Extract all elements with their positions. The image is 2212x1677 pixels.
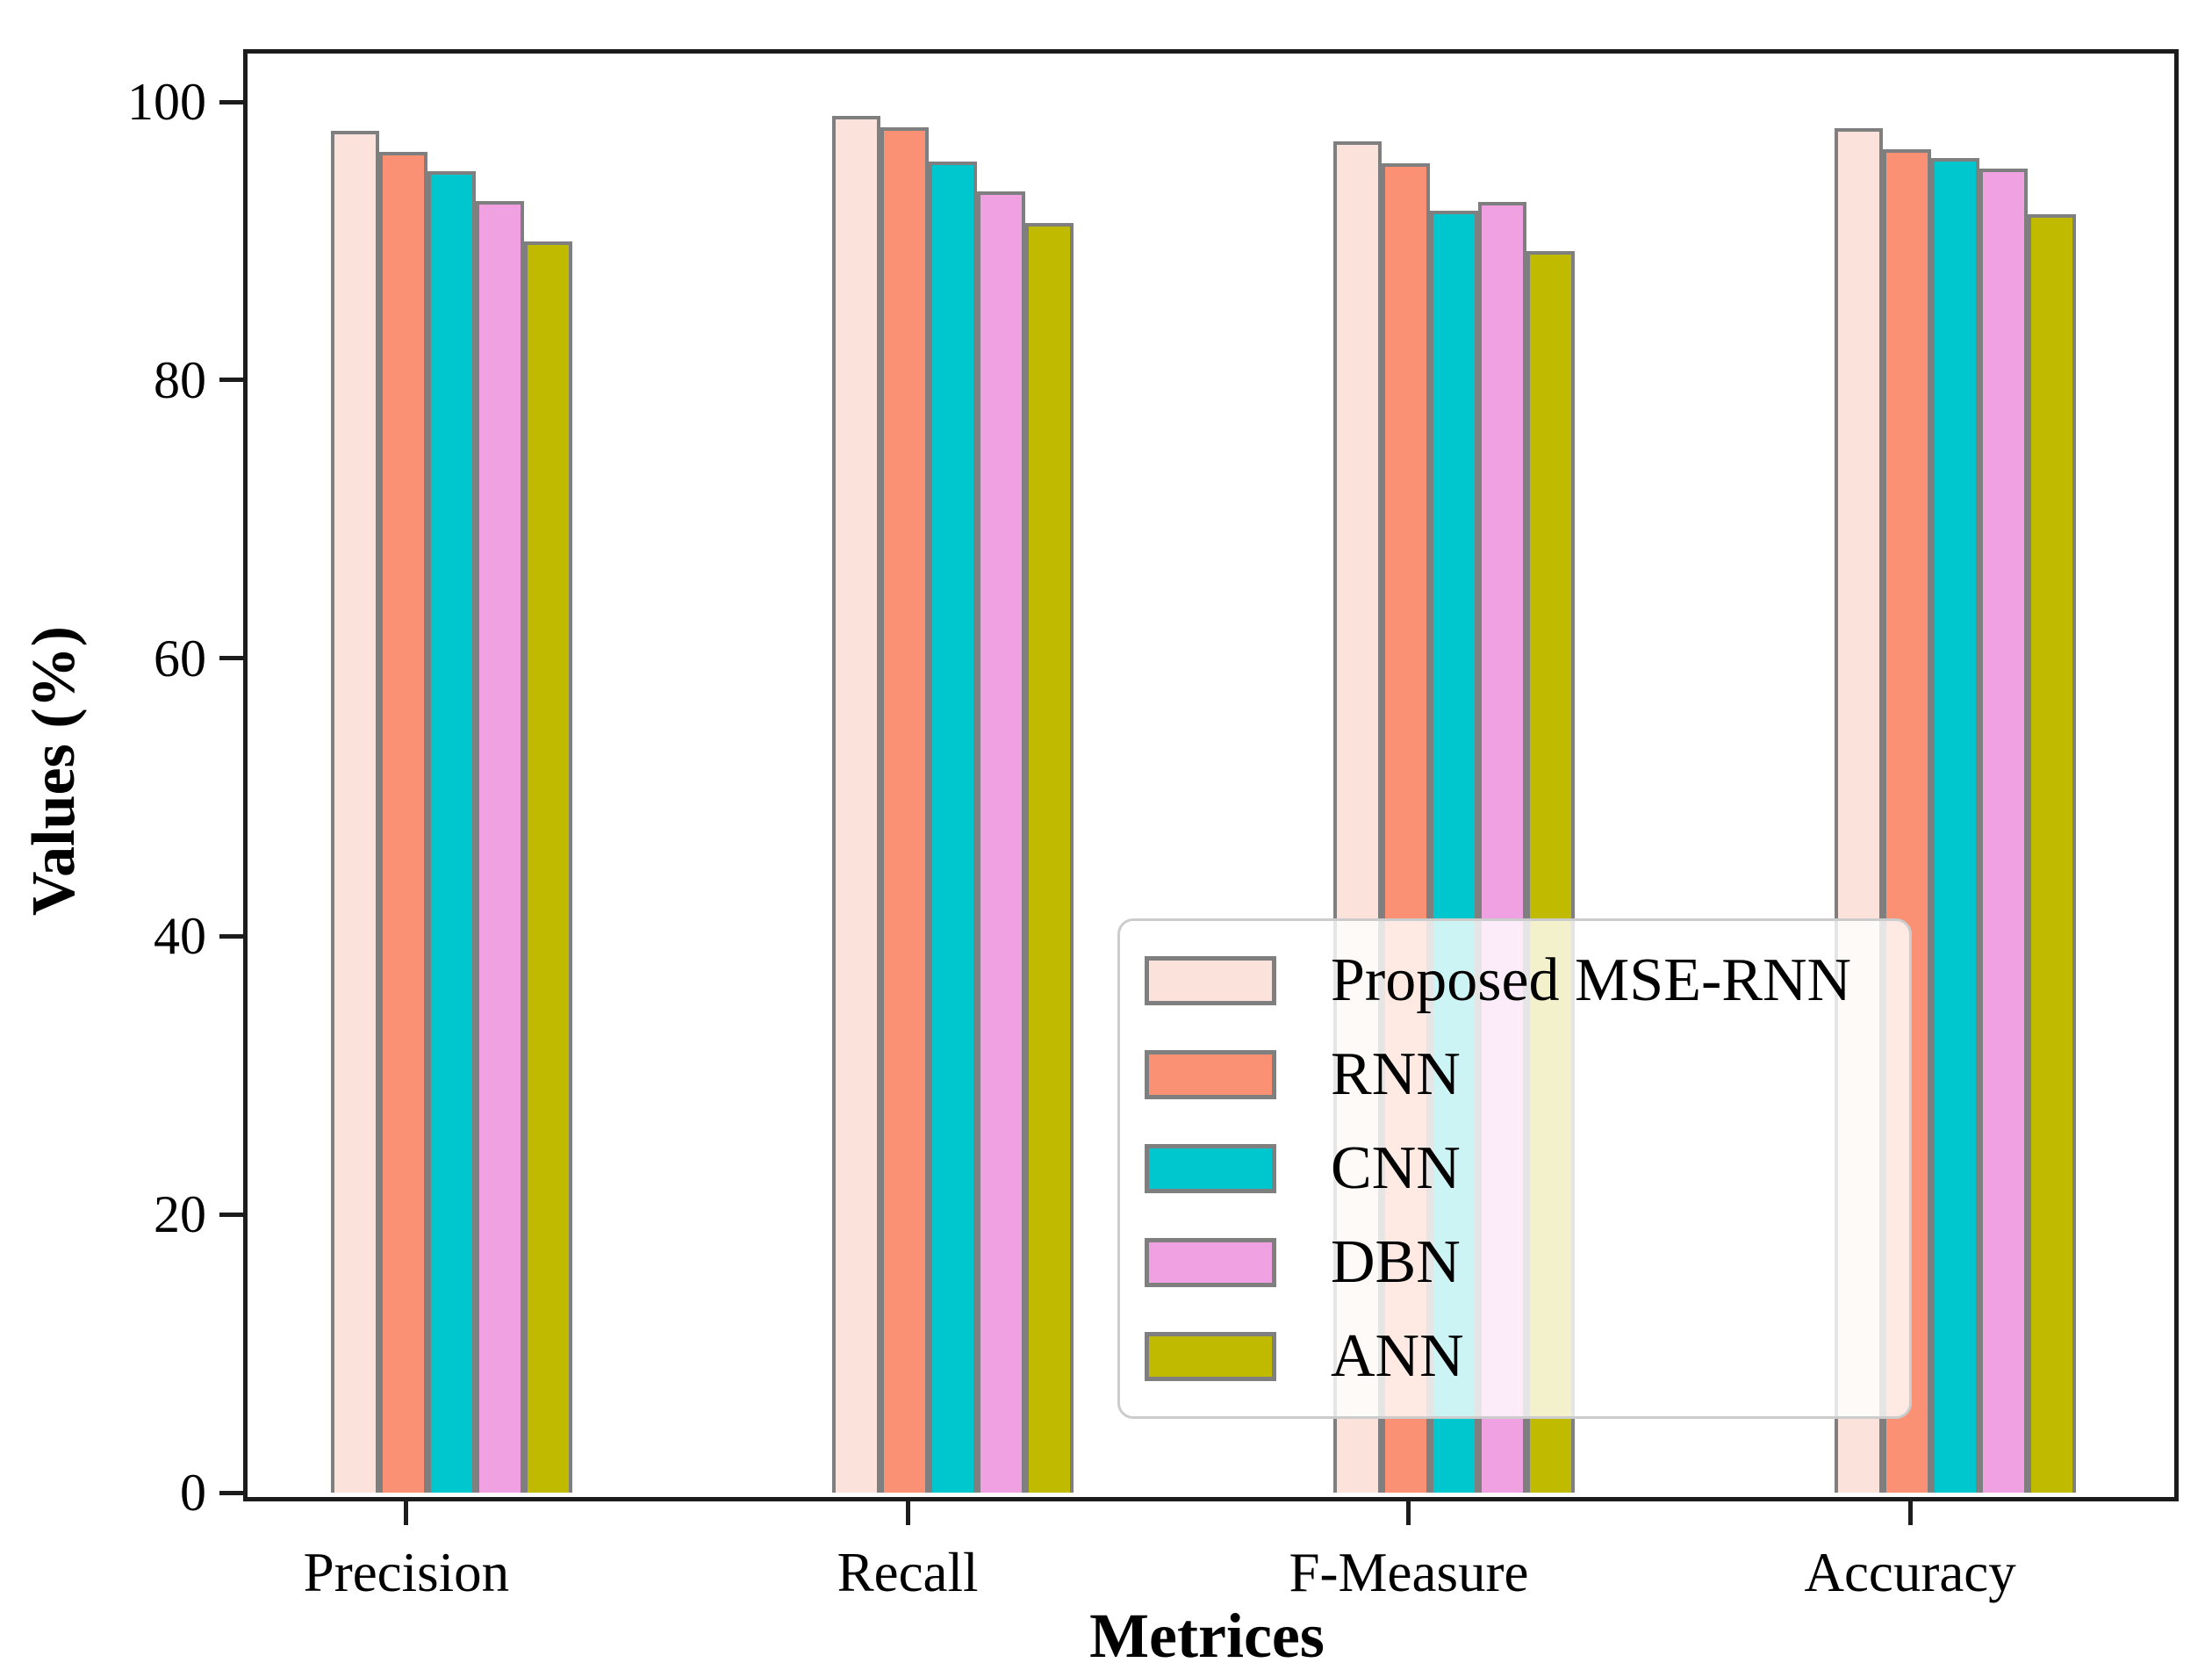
legend-item-proposed-mse-rnn: Proposed MSE-RNN [1145, 946, 1909, 1014]
y-tick-label-100: 100 [127, 73, 206, 132]
y-tick-label-40: 40 [154, 907, 206, 966]
x-tick-mark-precision [404, 1501, 409, 1525]
x-tick-label-recall: Recall [837, 1542, 979, 1603]
bar-precision-ann [523, 241, 572, 1493]
bar-accuracy-dbn [1979, 169, 2029, 1493]
bar-recall-cnn [929, 162, 978, 1493]
bar-accuracy-ann [2028, 214, 2077, 1493]
y-tick-label-60: 60 [154, 629, 206, 687]
x-tick-mark-recall [905, 1501, 910, 1525]
bar-recall-proposed-mse-rnn [832, 116, 881, 1493]
x-tick-mark-f-measure [1406, 1501, 1411, 1525]
legend-item-cnn: CNN [1145, 1134, 1909, 1202]
bar-precision-rnn [378, 152, 427, 1493]
y-tick-label-0: 0 [180, 1464, 206, 1522]
bar-recall-rnn [880, 126, 930, 1493]
bar-precision-cnn [427, 171, 476, 1493]
x-tick-label-precision: Precision [303, 1542, 510, 1603]
legend: Proposed MSE-RNN RNN CNN DBN ANN [1117, 918, 1912, 1419]
x-tick-mark-accuracy [1907, 1501, 1913, 1525]
bar-precision-proposed-mse-rnn [330, 131, 379, 1493]
legend-label: DBN [1331, 1228, 1461, 1297]
legend-swatch-icon [1145, 1332, 1276, 1382]
x-axis-title: Metrices [1089, 1601, 1325, 1671]
y-tick-mark-20 [219, 1212, 243, 1217]
bar-recall-dbn [977, 191, 1026, 1493]
x-tick-label-f-measure: F-Measure [1289, 1542, 1529, 1603]
y-tick-label-80: 80 [154, 350, 206, 409]
y-tick-label-20: 20 [154, 1185, 206, 1244]
x-tick-label-accuracy: Accuracy [1804, 1542, 2016, 1603]
legend-swatch-icon [1145, 1049, 1276, 1099]
legend-item-rnn: RNN [1145, 1040, 1909, 1108]
bar-precision-dbn [475, 200, 524, 1493]
legend-swatch-icon [1145, 1143, 1276, 1193]
bar-recall-ann [1025, 222, 1074, 1493]
legend-label: CNN [1331, 1134, 1461, 1202]
y-tick-mark-80 [219, 378, 243, 383]
legend-swatch-icon [1145, 1238, 1276, 1288]
legend-label: ANN [1331, 1322, 1464, 1391]
y-tick-mark-60 [219, 656, 243, 661]
legend-item-dbn: DBN [1145, 1232, 1909, 1293]
y-tick-mark-100 [219, 99, 243, 104]
y-axis-title: Values (%) [20, 626, 88, 916]
bar-accuracy-cnn [1931, 157, 1980, 1493]
legend-label: RNN [1331, 1040, 1461, 1108]
y-tick-mark-40 [219, 933, 243, 939]
legend-label: Proposed MSE-RNN [1331, 946, 1852, 1014]
y-tick-mark-0 [219, 1490, 243, 1495]
legend-swatch-icon [1145, 955, 1276, 1005]
legend-item-ann: ANN [1145, 1326, 1909, 1387]
